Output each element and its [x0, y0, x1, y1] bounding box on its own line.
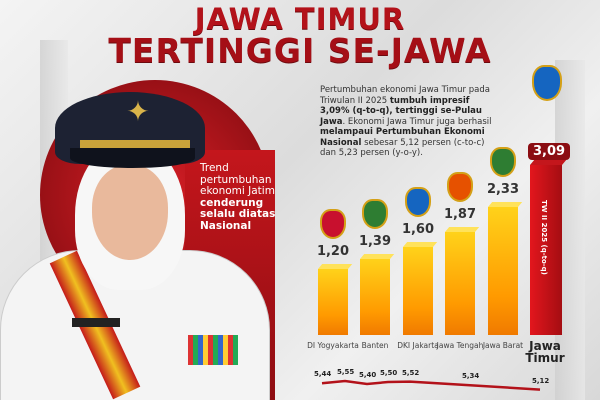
line-value-label: 5,55 — [337, 368, 355, 376]
bar-value-label: 1,60 — [401, 222, 435, 237]
category-label: Banten — [361, 341, 389, 350]
line-series — [321, 379, 541, 391]
desc-text: sebesar 5,12 persen (c-to-c) dan 5,23 pe… — [320, 137, 485, 159]
bar-3 — [445, 232, 475, 335]
trend-note-text: Trend pertumbuhan ekonomi Jatim — [200, 162, 275, 197]
bar-0 — [318, 269, 348, 335]
face — [92, 165, 168, 260]
bar-value-label: 2,33 — [486, 181, 520, 197]
desc-bold: tumbuh impresif 3,09% (q-to-q), tertingg… — [320, 95, 482, 127]
medal-ribbons — [188, 335, 238, 365]
jawa-timur-emblem-icon — [532, 65, 562, 102]
desc-text: Pertumbuhan ekonomi Jawa Timur pada Triw… — [320, 85, 490, 106]
line-value-label: 5,44 — [314, 370, 332, 379]
desc-bold: melampaui Pertumbuhan Ekonomi Nasional — [320, 127, 485, 148]
category-label: DKI Jakarta — [397, 341, 439, 350]
title-line-2: TERTINGGI SE-JAWA — [108, 31, 492, 70]
line-value-label: 5,12 — [532, 376, 550, 385]
jakarta-emblem-icon — [405, 187, 431, 217]
category-label: Jawa Tengah — [436, 341, 484, 350]
banten-emblem-icon — [362, 198, 388, 229]
category-label: Jawa Barat — [482, 341, 524, 350]
cap-visor — [70, 148, 195, 168]
bar-4 — [488, 206, 518, 335]
jawa-tengah-emblem-icon — [447, 172, 473, 203]
line-value-label: 5,52 — [402, 368, 420, 377]
description: Pertumbuhan ekonomi Jawa Timur pada Triw… — [320, 85, 500, 159]
jawa-barat-emblem-icon — [490, 146, 516, 177]
bar-5 — [530, 165, 562, 335]
category-label: Jawa Timur — [525, 339, 565, 365]
bar-value-label: 1,20 — [316, 244, 350, 259]
bar-value-label: 1,87 — [443, 207, 477, 223]
trend-note: Trend pertumbuhan ekonomi Jatim cenderun… — [200, 162, 280, 232]
desc-text: . Ekonomi Jawa Timur juga berhasil — [342, 116, 492, 127]
bar-2 — [403, 247, 433, 335]
name-tag — [72, 318, 120, 327]
cap-band — [80, 140, 190, 150]
highlight-bar-label: TW II 2025 (q-to-q) — [540, 200, 548, 275]
category-label: DI Yogyakarta — [307, 341, 359, 350]
trend-note-bold: cenderung selalu diatas Nasional — [200, 196, 276, 232]
bar-1 — [360, 258, 390, 335]
bar-value-label: 3,09 — [528, 143, 571, 161]
line-value-label: 5,34 — [462, 372, 480, 381]
line-value-label: 5,50 — [380, 369, 398, 377]
garuda-emblem-icon: ✦ — [126, 95, 150, 128]
title-line-1: JAWA TIMUR — [194, 2, 406, 36]
yogyakarta-emblem-icon — [320, 209, 346, 239]
line-value-label: 5,40 — [359, 371, 377, 379]
bar-value-label: 1,39 — [358, 233, 392, 249]
